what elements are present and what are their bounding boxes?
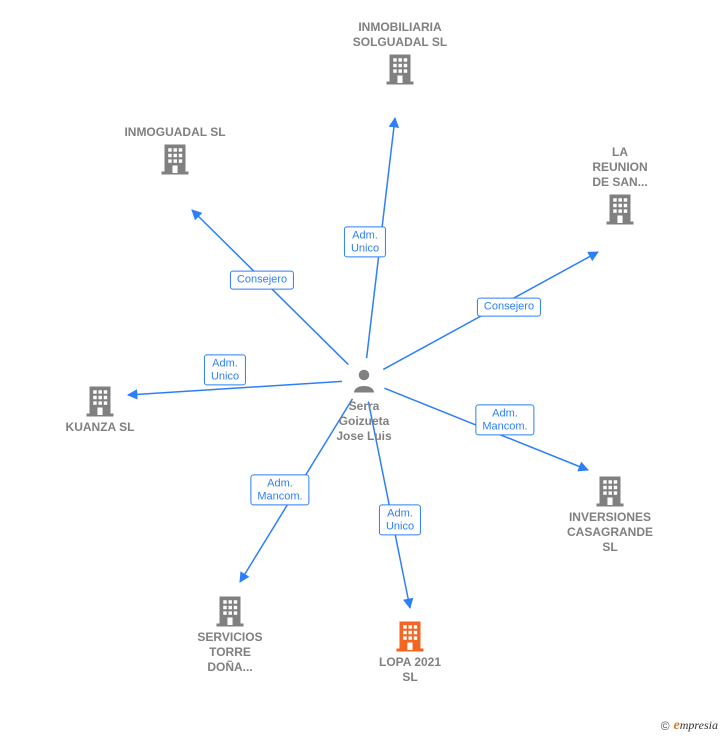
company-node-inmoguadal[interactable]: INMOGUADAL SL [115, 123, 235, 176]
footer-attribution: © empresia [661, 718, 718, 734]
company-node-inmobiliaria[interactable]: INMOBILIARIASOLGUADAL SL [340, 18, 460, 86]
building-icon [382, 50, 418, 86]
building-icon [212, 592, 248, 628]
edge-label-lopa: Adm.Unico [379, 504, 421, 535]
company-node-kuanza[interactable]: KUANZA SL [40, 382, 160, 435]
building-icon [82, 382, 118, 418]
building-icon [392, 617, 428, 653]
copyright-symbol: © [661, 719, 670, 733]
brand-name: empresia [674, 718, 718, 734]
company-label: LAREUNIONDE SAN... [592, 145, 647, 190]
edge-label-inversiones: Adm.Mancom. [475, 404, 534, 435]
edge-label-kuanza: Adm.Unico [204, 354, 246, 385]
company-label: LOPA 2021SL [379, 655, 441, 685]
company-label: KUANZA SL [66, 420, 135, 435]
company-node-inversiones[interactable]: INVERSIONESCASAGRANDESL [550, 472, 670, 555]
center-person-node[interactable]: SerraGoizuetaJose Luis [319, 365, 409, 444]
building-icon [157, 140, 193, 176]
building-icon [592, 472, 628, 508]
center-label: SerraGoizuetaJose Luis [336, 399, 391, 444]
edge-label-lareunion: Consejero [477, 298, 541, 317]
edge-label-inmoguadal: Consejero [230, 271, 294, 290]
company-label: INMOBILIARIASOLGUADAL SL [353, 20, 447, 50]
company-label: SERVICIOSTORREDOÑA... [197, 630, 262, 675]
company-node-servicios[interactable]: SERVICIOSTORREDOÑA... [170, 592, 290, 675]
company-node-lopa[interactable]: LOPA 2021SL [350, 617, 470, 685]
company-node-lareunion[interactable]: LAREUNIONDE SAN... [560, 143, 680, 226]
company-label: INMOGUADAL SL [124, 125, 225, 140]
person-icon [349, 365, 379, 395]
edge-label-servicios: Adm.Mancom. [250, 474, 309, 505]
building-icon [602, 190, 638, 226]
company-label: INVERSIONESCASAGRANDESL [567, 510, 653, 555]
edge-label-inmobiliaria: Adm.Unico [344, 226, 386, 257]
